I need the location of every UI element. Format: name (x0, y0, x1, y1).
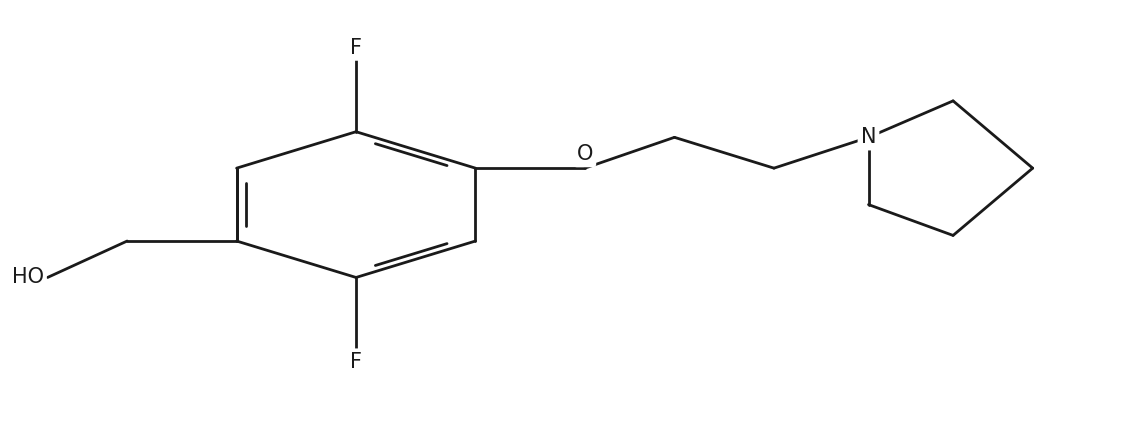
Text: N: N (861, 127, 876, 147)
Text: O: O (576, 144, 593, 164)
Text: F: F (350, 37, 362, 58)
Text: HO: HO (11, 268, 44, 288)
Text: F: F (350, 351, 362, 371)
